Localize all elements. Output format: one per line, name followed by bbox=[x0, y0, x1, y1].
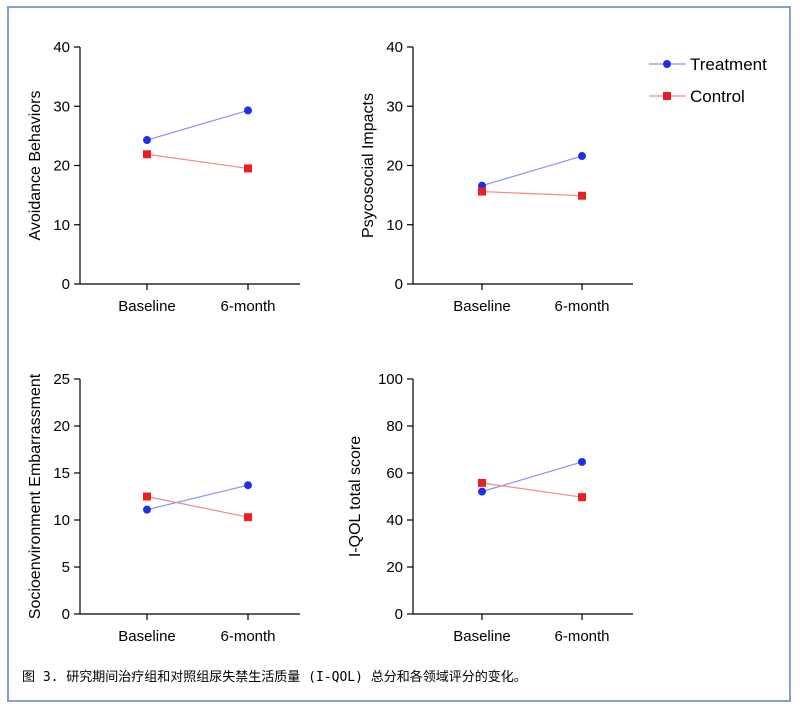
y-tick-label: 30 bbox=[386, 98, 403, 115]
y-tick-label: 0 bbox=[62, 606, 70, 623]
chart-panel-2: 0 10 20 30 40 Baseline 6-month Psycosocial Impa… bbox=[360, 39, 633, 315]
y-tick-label: 10 bbox=[53, 512, 70, 529]
control-point bbox=[478, 478, 486, 487]
legend-control-label: Control bbox=[690, 87, 745, 106]
treatment-point bbox=[143, 505, 151, 514]
x-tick-label: Baseline bbox=[453, 298, 511, 315]
y-tick-label: 5 bbox=[62, 559, 70, 576]
x-tick-label: 6-month bbox=[554, 628, 609, 645]
x-tick-label: 6-month bbox=[220, 298, 275, 315]
control-series-line bbox=[146, 153, 249, 170]
x-tick-label: 6-month bbox=[220, 628, 275, 645]
y-tick-label: 30 bbox=[53, 98, 70, 115]
figure-frame bbox=[7, 6, 791, 702]
y-tick-label: 40 bbox=[386, 512, 403, 529]
x-tick-label: Baseline bbox=[453, 628, 511, 645]
y-tick-label: 0 bbox=[62, 276, 70, 293]
y-axis-label: Socioenvironment Embarrassment bbox=[27, 373, 44, 619]
control-point bbox=[143, 150, 151, 159]
legend-control-marker bbox=[663, 92, 671, 100]
treatment-series-line bbox=[146, 109, 249, 141]
chart-panel-4: 0 20 40 60 80 100 Baseline 6-month I-QOL total s… bbox=[347, 371, 633, 645]
y-tick-label: 60 bbox=[386, 465, 403, 482]
x-tick-label: 6-month bbox=[554, 298, 609, 315]
y-tick-label: 100 bbox=[378, 371, 403, 388]
chart-panel-1: 0 10 20 30 40 Baseline 6-month Avoidance Behavi… bbox=[27, 39, 300, 315]
y-tick-label: 20 bbox=[386, 559, 403, 576]
treatment-point bbox=[478, 487, 486, 496]
x-tick-label: Baseline bbox=[118, 628, 176, 645]
treatment-series-line bbox=[481, 461, 583, 493]
y-tick-label: 20 bbox=[386, 158, 403, 175]
y-axis-label: I-QOL total score bbox=[347, 436, 364, 557]
treatment-point bbox=[244, 481, 252, 490]
control-point bbox=[244, 164, 252, 173]
y-tick-label: 15 bbox=[53, 465, 70, 482]
y-tick-label: 40 bbox=[386, 39, 403, 56]
control-point bbox=[244, 513, 252, 522]
y-tick-label: 0 bbox=[395, 606, 403, 623]
control-series-line bbox=[481, 190, 583, 197]
control-point bbox=[578, 191, 586, 200]
y-axis-label: Avoidance Behaviors bbox=[27, 90, 44, 240]
control-series-line bbox=[146, 495, 249, 518]
treatment-point bbox=[578, 152, 586, 161]
control-series-line bbox=[481, 482, 583, 498]
y-axis-label: Psycosocial Impacts bbox=[360, 93, 377, 238]
y-tick-label: 20 bbox=[53, 418, 70, 435]
figure-caption: 图 3. 研究期间治疗组和对照组尿失禁生活质量 (I-QOL) 总分和各领域评分… bbox=[22, 670, 527, 685]
chart-panel-3: 0 5 10 15 20 25 Baseline 6-month Socioenvironmen… bbox=[27, 371, 300, 645]
treatment-point bbox=[143, 136, 151, 145]
legend-treatment-label: Treatment bbox=[690, 55, 767, 74]
y-tick-label: 10 bbox=[386, 217, 403, 234]
treatment-series-line bbox=[146, 484, 249, 511]
control-point bbox=[143, 492, 151, 501]
control-point bbox=[478, 187, 486, 196]
treatment-point bbox=[578, 457, 586, 466]
legend-treatment-marker bbox=[663, 60, 671, 68]
control-point bbox=[578, 493, 586, 502]
y-tick-label: 25 bbox=[53, 371, 70, 388]
y-tick-label: 10 bbox=[53, 217, 70, 234]
y-tick-label: 80 bbox=[386, 418, 403, 435]
x-tick-label: Baseline bbox=[118, 298, 176, 315]
treatment-series-line bbox=[481, 155, 583, 187]
y-tick-label: 20 bbox=[53, 158, 70, 175]
treatment-point bbox=[244, 106, 252, 115]
y-tick-label: 40 bbox=[53, 39, 70, 56]
y-tick-label: 0 bbox=[395, 276, 403, 293]
legend: Treatment Control bbox=[649, 55, 767, 106]
